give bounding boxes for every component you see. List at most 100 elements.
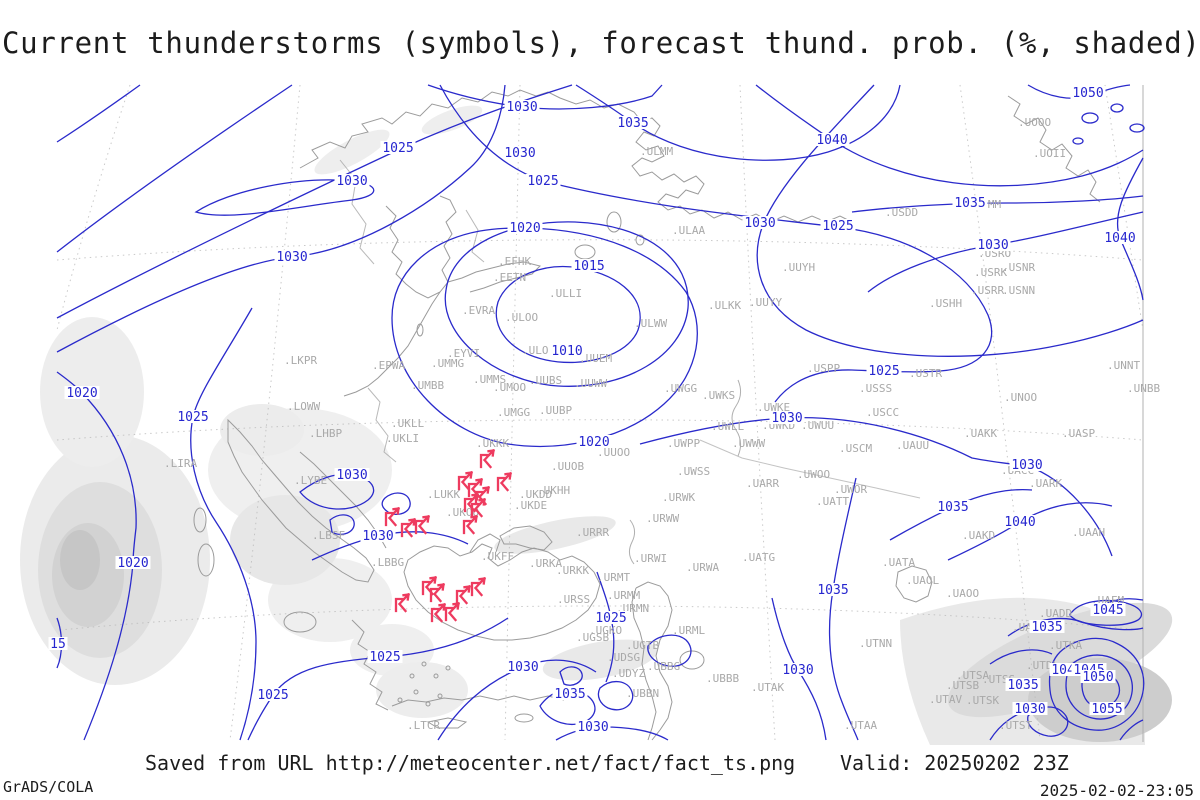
station-id: .UKOO <box>446 506 479 519</box>
thunderstorm-symbol-layer <box>384 449 512 623</box>
station-id: .UBBB <box>706 672 739 685</box>
station-id: .URKK <box>556 564 589 577</box>
contour-label: 1030 <box>336 174 367 189</box>
station-id: .LBBG <box>371 556 404 569</box>
contour-label-box <box>1090 603 1126 616</box>
station-id: .LHBP <box>309 427 342 440</box>
map-title: Current thunderstorms (symbols), forecas… <box>2 26 1200 60</box>
contour-label: 1025 <box>595 611 626 626</box>
station-id: .UGSB <box>576 631 609 644</box>
station-id: .UAKD <box>962 529 995 542</box>
contour-label: 1035 <box>554 687 585 702</box>
contour-label-box <box>1080 670 1116 683</box>
station-id: .USHH <box>929 297 962 310</box>
thunderstorm-icon <box>421 576 437 596</box>
contour-label: 1035 <box>817 583 848 598</box>
station-id: .URKA <box>529 557 562 570</box>
contour-label: 1030 <box>977 238 1008 253</box>
station-id: .USTR <box>909 367 942 380</box>
station-id: .UAUU <box>896 439 929 452</box>
station-id: .LIRA <box>164 457 197 470</box>
station-id: .EETN <box>493 271 526 284</box>
station-id: .UTSB <box>946 679 979 692</box>
station-id: .USRK <box>974 266 1007 279</box>
station-id: .UAKK <box>964 427 997 440</box>
station-id: .UKLI <box>386 432 419 445</box>
station-id: .UTKA <box>1049 639 1082 652</box>
station-id: .UUBP <box>539 404 572 417</box>
contour-label-box <box>549 344 585 357</box>
contour-label: 1030 <box>276 250 307 265</box>
station-id: .URWI <box>634 552 667 565</box>
station-id: .UADD <box>1039 607 1072 620</box>
station-id: .URSS <box>557 593 590 606</box>
thunderstorm-icon <box>430 603 446 623</box>
station-id: .UNOO <box>1004 391 1037 404</box>
contour-label-box <box>575 720 611 733</box>
station-id: .UARK <box>1029 477 1062 490</box>
contour-label-box <box>1029 620 1065 633</box>
station-id: .UATA <box>882 556 915 569</box>
contour-label-box <box>975 238 1011 251</box>
station-id: .UTNN <box>859 637 892 650</box>
contour-label-box <box>571 259 607 272</box>
contour-label-box <box>115 556 151 569</box>
station-id: .ULKK <box>708 299 741 312</box>
station-id: .UUYY <box>749 296 782 309</box>
contour-label-box <box>769 411 805 424</box>
contour-label-box <box>507 221 543 234</box>
station-id: .USRR <box>971 284 1004 297</box>
station-id: .ULMM <box>640 145 673 158</box>
station-id: .LBSF <box>312 529 345 542</box>
station-id: .UKFF <box>481 550 514 563</box>
station-id: .UUOO <box>597 446 630 459</box>
station-id: .UAOL <box>906 574 939 587</box>
station-id: .USNN <box>1002 284 1035 297</box>
contour-label: 1020 <box>578 435 609 450</box>
contour-label: 1030 <box>1014 702 1045 717</box>
station-id: .UDSG <box>607 651 640 664</box>
station-id: .URWW <box>646 512 679 525</box>
thunderstorm-icon <box>470 577 486 597</box>
station-id: .ULWW <box>634 317 667 330</box>
contour-label: 1030 <box>362 529 393 544</box>
station-id: .USNR <box>1002 261 1035 274</box>
station-id: .UNNT <box>1107 359 1140 372</box>
station-id: .UWOO <box>797 468 830 481</box>
valid-time-text: Valid: 20250202 23Z <box>840 751 1069 775</box>
station-id: .UWKS <box>702 389 735 402</box>
station-id: .EVRA <box>462 304 495 317</box>
contour-label: 1045 <box>1092 603 1123 618</box>
station-id: .UMOO <box>493 381 526 394</box>
station-id: .UMMG <box>431 357 464 370</box>
contour-label: 1040 <box>1104 231 1135 246</box>
contour-label: 1025 <box>369 650 400 665</box>
grads-credit: GrADS/COLA <box>3 778 94 796</box>
contour-label: 15 <box>50 637 66 652</box>
contour-label: 1010 <box>551 344 582 359</box>
station-id: .UUYH <box>782 261 815 274</box>
station-id: .URML <box>672 624 705 637</box>
contour-label-layer: 1025 1030 1030 1030 1030 1035 1025 1020 1015 1010… <box>48 86 1138 735</box>
contour-label: 1020 <box>509 221 540 236</box>
contour-label: 1035 <box>1031 620 1062 635</box>
station-id: .UMBB <box>411 379 444 392</box>
station-id: .UWLL <box>711 420 744 433</box>
contour-label-box <box>815 583 851 596</box>
contour-label-box <box>814 133 850 146</box>
station-id: .UARR <box>746 477 779 490</box>
station-id: .UMMS <box>473 373 506 386</box>
contour-label-box <box>1012 702 1048 715</box>
station-id: .ULOO <box>505 311 538 324</box>
contour-label: 1030 <box>771 411 802 426</box>
station-id: .UOOO <box>1018 116 1051 129</box>
station-id: .UGTB <box>626 639 659 652</box>
contour-label-box <box>742 216 778 229</box>
contour-label: 1030 <box>1011 458 1042 473</box>
contour-label-box <box>274 250 310 263</box>
thunderstorm-icon <box>455 585 471 605</box>
station-id: .UMGG <box>497 406 530 419</box>
station-id: .UASP <box>1062 427 1095 440</box>
station-id: .UKKK <box>476 437 509 450</box>
